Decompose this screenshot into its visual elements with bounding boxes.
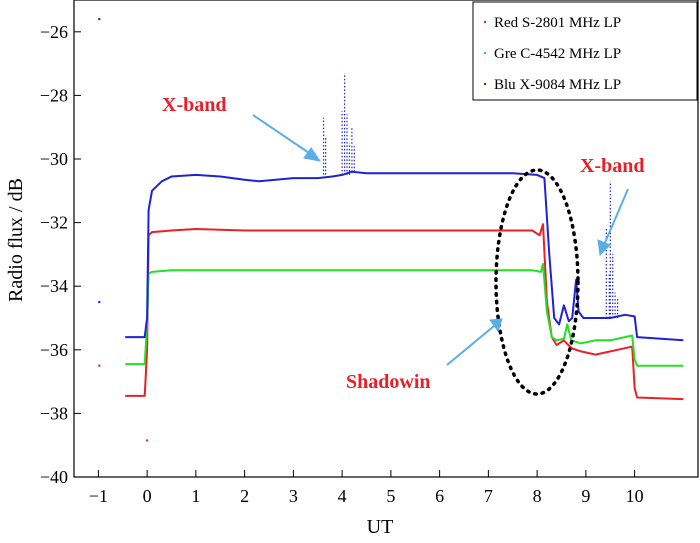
series-line-red <box>125 223 684 401</box>
x-tick-label: 4 <box>338 486 347 506</box>
arrow-xband-right-head <box>597 239 611 257</box>
y-tick-label: −36 <box>40 340 68 360</box>
legend-marker-red <box>483 20 487 24</box>
x-tick-label: 0 <box>143 486 152 506</box>
x-tick-label: 7 <box>484 486 493 506</box>
y-axis-ticks: −40 −38 −36 −34 −32 −30 −28 −26 <box>40 22 81 487</box>
y-tick-label: −38 <box>40 403 68 423</box>
arrow-xband-left <box>252 114 313 156</box>
annotation-xband-right: X-band <box>580 155 644 177</box>
x-axis-title: UT <box>367 516 394 538</box>
legend-marker-green <box>483 51 487 55</box>
x-tick-label: 9 <box>581 486 590 506</box>
arrow-xband-left-head <box>303 147 322 162</box>
y-tick-label: −32 <box>40 213 68 233</box>
y-tick-label: −26 <box>40 22 68 42</box>
x-tick-label: 1 <box>191 486 200 506</box>
y-tick-label: −40 <box>40 467 68 487</box>
arrow-shadowin-head <box>489 318 503 333</box>
y-axis-title: Radio flux / dB <box>5 178 27 302</box>
series-line-blue <box>125 170 684 342</box>
x-tick-label: −1 <box>89 486 108 506</box>
annotation-shadowin: Shadowin <box>346 371 431 393</box>
x-tick-label: 5 <box>386 486 395 506</box>
x-tick-label: 2 <box>240 486 249 506</box>
outlier-point <box>98 364 101 367</box>
x-tick-label: 3 <box>289 486 298 506</box>
x-tick-label: 10 <box>626 486 644 506</box>
x-tick-label: 8 <box>533 486 542 506</box>
legend-label-red: Red S-2801 MHz LP <box>494 15 621 31</box>
outlier-point <box>98 17 101 21</box>
plot-frame <box>73 0 699 478</box>
x-axis-ticks: −1 0 1 2 3 4 5 6 7 8 9 10 <box>89 470 644 506</box>
annotation-arrows <box>252 114 629 366</box>
series-line-green <box>125 262 684 367</box>
shadowing-ellipse <box>494 168 580 396</box>
legend-label-blue: Blu X-9084 MHz LP <box>494 77 621 93</box>
y-tick-label: −28 <box>40 85 68 105</box>
legend-label-green: Gre C-4542 MHz LP <box>494 46 621 62</box>
outlier-point <box>145 439 149 442</box>
y-tick-label: −34 <box>40 276 68 296</box>
legend-marker-blue <box>483 82 487 86</box>
legend-box <box>472 1 698 101</box>
series-layer <box>125 170 684 401</box>
y-tick-label: −30 <box>40 149 68 169</box>
legend: Red S-2801 MHz LP Gre C-4542 MHz LP Blu … <box>472 1 698 101</box>
annotation-xband-left: X-band <box>162 94 226 116</box>
outlier-point <box>98 300 101 304</box>
arrow-shadowin <box>446 325 495 366</box>
arrow-xband-right <box>603 188 629 246</box>
x-tick-label: 6 <box>435 486 444 506</box>
